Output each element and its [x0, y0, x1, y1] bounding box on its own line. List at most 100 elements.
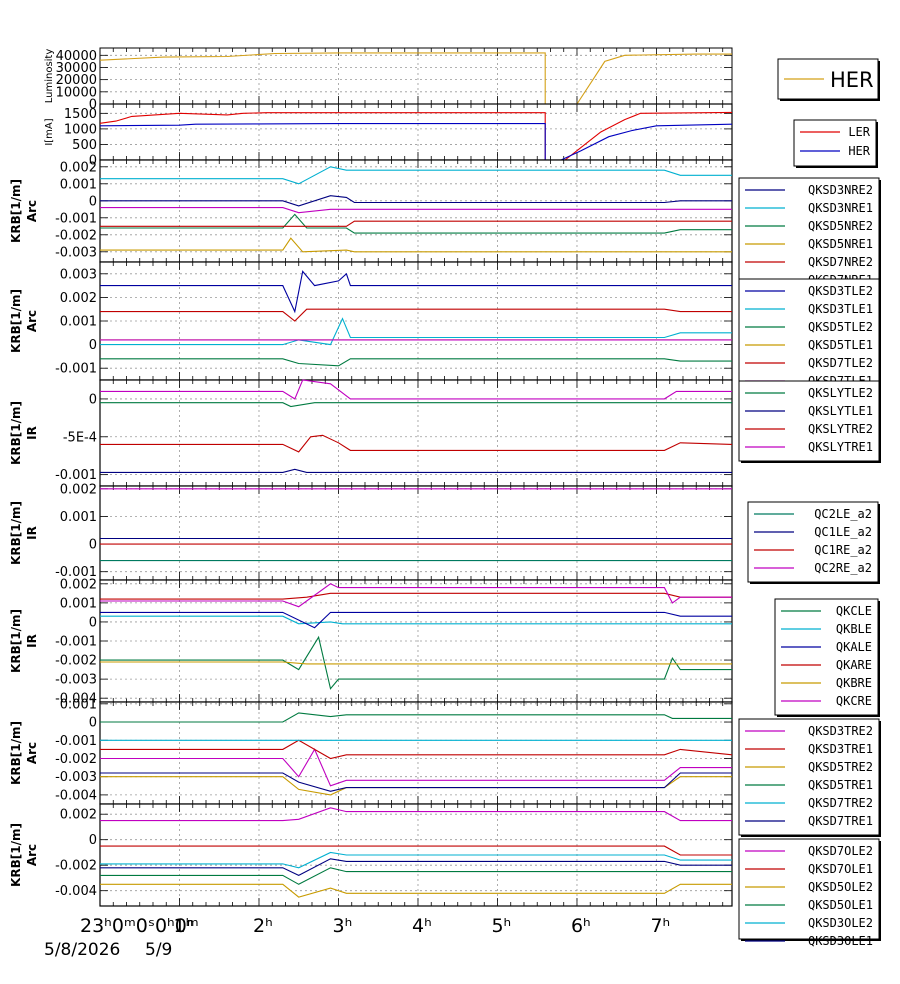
y-axis-label: KRB[1/m]	[9, 289, 23, 353]
legend-label: QKCLE	[836, 604, 872, 618]
legend-label: QKSLYTRE1	[808, 440, 873, 454]
y-tick-label: -0.001	[55, 362, 97, 377]
legend-label: QKSD3NRE1	[808, 201, 873, 215]
legend-label: QC2RE_a2	[814, 561, 872, 575]
legend-box	[738, 177, 880, 295]
y-tick-label: 0.002	[60, 808, 97, 823]
y-tick-label: 20000	[56, 73, 97, 88]
x-tick-label: 2ʰ	[253, 915, 273, 937]
y-tick-label: -0.004	[55, 692, 97, 707]
y-axis-label: Arc	[25, 310, 39, 332]
y-tick-label: 500	[72, 138, 97, 153]
series-line-qksd5tle2	[100, 358, 732, 367]
x-tick-label: 1ʰ	[173, 915, 193, 937]
y-tick-label: 0	[89, 833, 97, 848]
y-tick-label: -0.002	[55, 654, 97, 669]
legend-label: QC2LE_a2	[814, 507, 872, 521]
x-tick-label: 3ʰ	[332, 915, 352, 937]
legend-label: QKSLYTRE2	[808, 422, 873, 436]
y-tick-label: 0.001	[60, 510, 97, 525]
y-axis-label: IR	[25, 634, 39, 648]
y-tick-label: 0.002	[60, 160, 97, 175]
series-line-qksd5nre1	[100, 237, 732, 253]
series-line-qksd3nre2	[100, 195, 732, 207]
legend-label: QKBRE	[836, 676, 872, 690]
legend-label: QKSD3TLE1	[808, 302, 873, 316]
y-axis-label: Arc	[25, 844, 39, 866]
series-line-qksd7nre2	[100, 220, 732, 227]
y-tick-label: 0.002	[60, 577, 97, 592]
series-line-qkslytre2	[100, 434, 733, 453]
series-line-qksd7tre1	[100, 772, 732, 792]
y-tick-label: -0.001	[55, 734, 97, 749]
y-tick-label: 40000	[56, 49, 97, 64]
legend-label: QKSD7OLE1	[808, 862, 873, 876]
series-line-qkble	[100, 615, 732, 625]
legend-label: QKSD7TRE2	[808, 796, 873, 810]
y-tick-label: 0.001	[60, 315, 97, 330]
y-tick-label: 0	[89, 194, 97, 209]
legend-label: QKSD5NRE2	[808, 219, 873, 233]
legend-label: QKSLYTLE2	[808, 386, 873, 400]
y-tick-label: 0	[89, 615, 97, 630]
legend-label: HER	[848, 144, 870, 158]
y-axis-label: I[mA]	[44, 118, 55, 145]
legend-label: QKSD7OLE2	[808, 844, 873, 858]
y-axis-label: Arc	[25, 200, 39, 222]
legend-label: QKSD3OLE1	[808, 934, 873, 948]
panel-9: -0.004 -0.002 0 0.002 KRB[1/m] Arc	[9, 803, 733, 907]
series-line-qksd7ole1	[100, 845, 732, 856]
legend-label: QKSD3TRE2	[808, 724, 873, 738]
legend-box	[738, 380, 880, 462]
series-line-qksd3tre1	[100, 739, 733, 760]
series-line-qksd3tle2	[100, 270, 732, 314]
panel-6: -0.001 0 0.001 0.002 KRB[1/m] IR	[9, 482, 733, 581]
x-tick-label: 4ʰ	[412, 915, 432, 937]
legend-1: HER	[777, 58, 880, 101]
legend-label: QKSD5TLE2	[808, 320, 873, 334]
panel-8: -0.004 -0.003 -0.002 -0.001 0 0.001 KRB[1/m] Ar…	[9, 697, 733, 805]
y-tick-label: 0	[89, 98, 97, 113]
series-line-qkslytle2	[100, 402, 732, 408]
y-axis-label: KRB[1/m]	[9, 823, 23, 887]
legend-label: QKSD7NRE2	[808, 255, 873, 269]
legend-label: QKSD3TRE1	[808, 742, 873, 756]
legend-label: QKSD3OLE2	[808, 916, 873, 930]
legend-label: QKSD5TRE1	[808, 778, 873, 792]
series-line-qksd5ole2	[100, 883, 732, 898]
y-axis-label: KRB[1/m]	[9, 721, 23, 785]
y-tick-label: -0.002	[55, 228, 97, 243]
series-line-qksd3nre1	[100, 166, 732, 185]
legend-label: QKALE	[836, 640, 872, 654]
legend-box	[774, 598, 879, 716]
legend-label: QKSD5TLE1	[808, 338, 873, 352]
legend-3: QKSD3NRE2 QKSD3NRE1 QKSD5NRE2 QKSD5NRE1 QKSD…	[738, 177, 881, 296]
legend-label: QKSD7TRE1	[808, 814, 873, 828]
series-line-qkbre	[100, 661, 732, 665]
series-line-qksd7nre1	[100, 207, 732, 214]
legend-9: QKSD7OLE2 QKSD7OLE1 QKSD5OLE2 QKSD5OLE1 QKSD…	[738, 838, 881, 948]
series-line-ler	[99, 111, 733, 161]
y-tick-label: 0	[89, 716, 97, 731]
y-tick-label: -5E-4	[63, 430, 97, 445]
legend-5: QKSLYTLE2 QKSLYTLE1 QKSLYTRE2 QKSLYTRE1	[738, 380, 881, 463]
plot-frame	[99, 47, 733, 105]
series-line-qksd3ole2	[100, 851, 732, 869]
y-axis-label: KRB[1/m]	[9, 501, 23, 565]
y-tick-label: 0.002	[60, 482, 97, 497]
panel-3: -0.003 -0.002 -0.001 0 0.001 0.002 KRB[1/m] Arc	[9, 159, 733, 263]
y-axis-label: IR	[25, 426, 39, 440]
y-tick-label: 0.001	[60, 177, 97, 192]
panel-5: -0.001 -5E-4 0 KRB[1/m] IR	[9, 379, 733, 487]
y-tick-label: -0.002	[55, 859, 97, 874]
legend-label: HER	[830, 68, 874, 92]
y-tick-label: 0	[89, 154, 97, 169]
series-line-qksd7ole2	[100, 807, 732, 822]
x-tick-label: 6ʰ	[571, 915, 591, 937]
y-tick-label: -0.002	[55, 752, 97, 767]
series-line-qkcre	[100, 583, 732, 608]
y-tick-label: -0.001	[55, 635, 97, 650]
